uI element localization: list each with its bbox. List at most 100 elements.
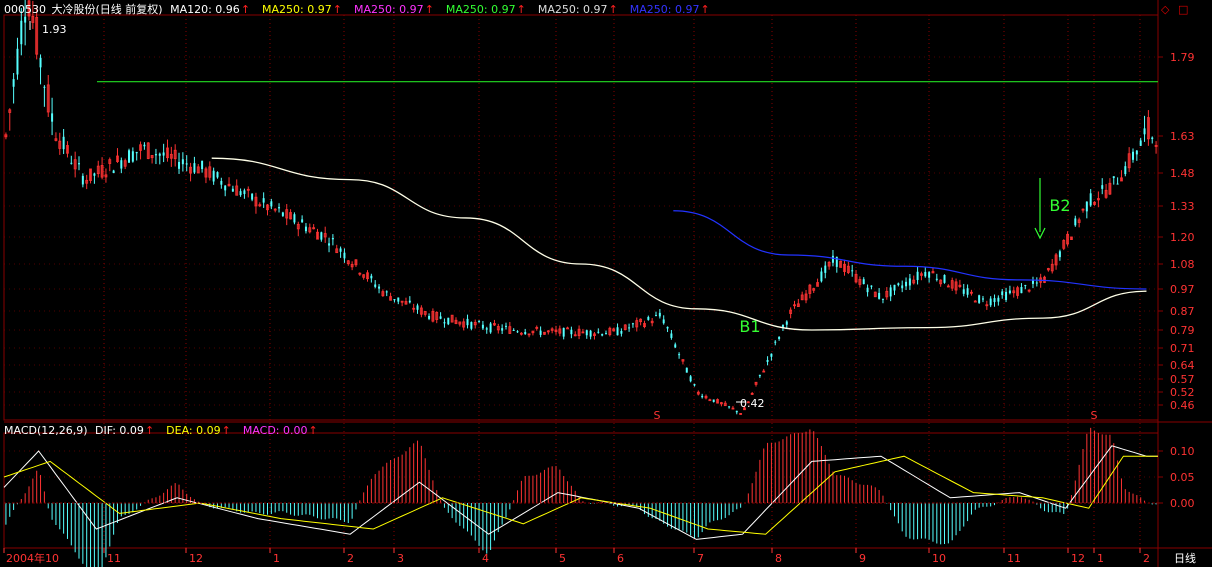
candle-body <box>150 155 154 159</box>
price-tick-label: 0.71 <box>1170 342 1195 355</box>
candle-body <box>466 318 469 326</box>
candle-body <box>258 204 262 207</box>
square-icon[interactable]: □ <box>1178 3 1189 16</box>
candle-body <box>235 185 239 196</box>
diamond-icon[interactable]: ◇ <box>1161 3 1170 16</box>
candle-body <box>1074 218 1077 226</box>
candle-body <box>193 163 196 173</box>
time-axis-label: 9 <box>859 552 866 565</box>
candle-body <box>716 399 719 404</box>
candle-body <box>416 305 419 310</box>
candle-body <box>851 270 854 272</box>
candle-body <box>708 399 712 402</box>
candle-body <box>808 284 812 294</box>
candle-body <box>743 407 746 411</box>
candle-body <box>862 279 865 284</box>
candle-body <box>128 150 131 163</box>
candle-body <box>650 320 654 324</box>
candle-body <box>827 261 831 267</box>
candle-body <box>1062 240 1066 249</box>
candle-body <box>204 168 208 178</box>
candle-body <box>1035 282 1038 284</box>
candle-body <box>139 144 142 151</box>
candle-body <box>793 304 796 307</box>
macd-item-2: MACD: 0.00↑ <box>242 424 318 437</box>
candle-body <box>212 170 215 182</box>
candle-body <box>354 259 358 266</box>
candle-body <box>450 314 454 323</box>
candle-body <box>662 319 665 324</box>
candle-body <box>985 304 989 307</box>
candle-body <box>685 367 688 373</box>
candle-body <box>31 16 35 23</box>
time-axis-label: 7 <box>697 552 704 565</box>
candle-body <box>978 295 981 303</box>
time-axis-label: 1 <box>273 552 280 565</box>
candle-body <box>331 238 334 240</box>
candle-body <box>262 198 265 203</box>
candle-body <box>812 288 816 291</box>
price-tick-label: 0.79 <box>1170 324 1195 337</box>
candle-body <box>196 166 200 174</box>
candle-body <box>397 297 400 302</box>
candle-body <box>1054 254 1058 266</box>
candle-body <box>800 294 804 301</box>
time-axis-label: 2004年10 <box>6 551 59 565</box>
time-axis-label: 4 <box>482 552 489 565</box>
candle-body <box>27 0 31 17</box>
macd-tick-label: 0.00 <box>1170 497 1195 510</box>
candle-body <box>104 174 108 178</box>
candle-body <box>254 196 258 207</box>
candle-body <box>1046 268 1050 271</box>
candle-body <box>527 333 531 336</box>
candle-body <box>931 271 935 274</box>
candle-body <box>958 284 962 287</box>
candle-body <box>1108 182 1112 195</box>
candle-body <box>16 48 19 75</box>
candle-body <box>1058 251 1061 258</box>
up-arrow-icon: ↑ <box>240 3 251 16</box>
candle-body <box>881 298 884 300</box>
candle-body <box>1081 208 1085 211</box>
candle-body <box>623 324 627 330</box>
candle-body <box>750 392 754 395</box>
candle-body <box>66 145 69 154</box>
up-arrow-icon: ↑ <box>424 3 434 16</box>
time-axis-label: 12 <box>1071 552 1085 565</box>
candle-body <box>916 271 919 281</box>
candle-body <box>605 333 608 335</box>
candle-body <box>58 140 62 149</box>
candle-body <box>378 286 381 289</box>
candle-body <box>558 328 562 334</box>
candle-body <box>251 193 254 200</box>
price-tick-label: 0.52 <box>1170 386 1195 399</box>
candle-body <box>1116 183 1119 185</box>
candle-body <box>39 57 42 68</box>
candle-body <box>1043 276 1046 283</box>
candle-body <box>778 337 781 339</box>
candle-body <box>612 328 616 332</box>
time-axis-label: 3 <box>397 552 404 565</box>
up-arrow-icon: ↑ <box>332 3 342 16</box>
candle-body <box>1005 291 1008 300</box>
candle-body <box>320 232 323 240</box>
ma120-line <box>211 157 1147 331</box>
candle-body <box>362 274 366 278</box>
candle-body <box>701 395 704 398</box>
up-arrow-icon: ↑ <box>308 424 318 437</box>
candle-body <box>308 227 312 233</box>
candle-body <box>489 323 492 333</box>
candle-body <box>577 328 581 336</box>
price-tick-label: 0.87 <box>1170 305 1195 318</box>
candle-body <box>428 315 431 319</box>
candle-body <box>4 134 8 138</box>
candle-body <box>601 334 604 336</box>
candle-body <box>289 212 292 220</box>
candle-body <box>131 151 134 162</box>
candle-body <box>169 153 173 159</box>
candle-body <box>712 399 715 402</box>
candle-body <box>246 188 250 191</box>
candle-body <box>585 330 588 336</box>
price-tick-label: 1.48 <box>1170 167 1195 180</box>
